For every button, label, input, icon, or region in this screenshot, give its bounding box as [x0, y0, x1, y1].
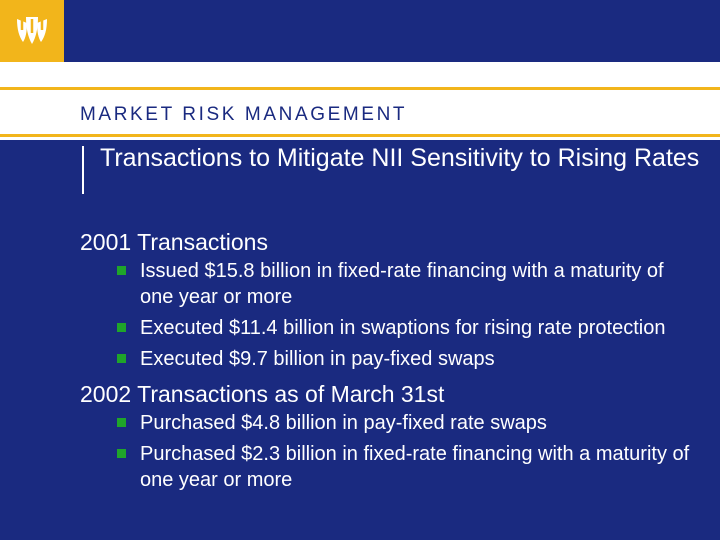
section-2002: 2002 Transactions as of March 31st Purch… [80, 380, 700, 493]
bullet-text: Purchased $4.8 billion in pay-fixed rate… [140, 412, 547, 434]
bullet-text: Executed $9.7 billion in pay-fixed swaps [140, 348, 495, 370]
slide-title: Transactions to Mitigate NII Sensitivity… [100, 144, 700, 172]
square-bullet-icon [117, 418, 126, 427]
square-bullet-icon [117, 449, 126, 458]
list-item: Issued $15.8 billion in fixed-rate finan… [117, 258, 700, 310]
top-banner [0, 0, 720, 62]
list-item: Purchased $4.8 billion in pay-fixed rate… [117, 410, 700, 436]
bullet-list: Issued $15.8 billion in fixed-rate finan… [80, 258, 700, 372]
header-rule-bottom [0, 134, 720, 137]
title-accent-bar [82, 146, 84, 194]
square-bullet-icon [117, 266, 126, 275]
section-2001: 2001 Transactions Issued $15.8 billion i… [80, 228, 700, 372]
section-label: MARKET RISK MANAGEMENT [80, 104, 408, 125]
list-item: Executed $11.4 billion in swaptions for … [117, 315, 700, 341]
section-heading: 2001 Transactions [80, 229, 268, 255]
slide-body: 2001 Transactions Issued $15.8 billion i… [80, 228, 700, 493]
list-item: Purchased $2.3 billion in fixed-rate fin… [117, 441, 700, 493]
list-item: Executed $9.7 billion in pay-fixed swaps [117, 346, 700, 372]
section-heading: 2002 Transactions as of March 31st [80, 381, 445, 407]
bullet-list: Purchased $4.8 billion in pay-fixed rate… [80, 410, 700, 493]
bullet-text: Executed $11.4 billion in swaptions for … [140, 317, 666, 339]
square-bullet-icon [117, 323, 126, 332]
wachovia-logo-icon [17, 17, 47, 44]
square-bullet-icon [117, 354, 126, 363]
bullet-text: Purchased $2.3 billion in fixed-rate fin… [140, 443, 690, 491]
logo-icon [0, 0, 64, 62]
bullet-text: Issued $15.8 billion in fixed-rate finan… [140, 260, 664, 308]
header-band [0, 62, 720, 140]
header-rule-top [0, 87, 720, 90]
